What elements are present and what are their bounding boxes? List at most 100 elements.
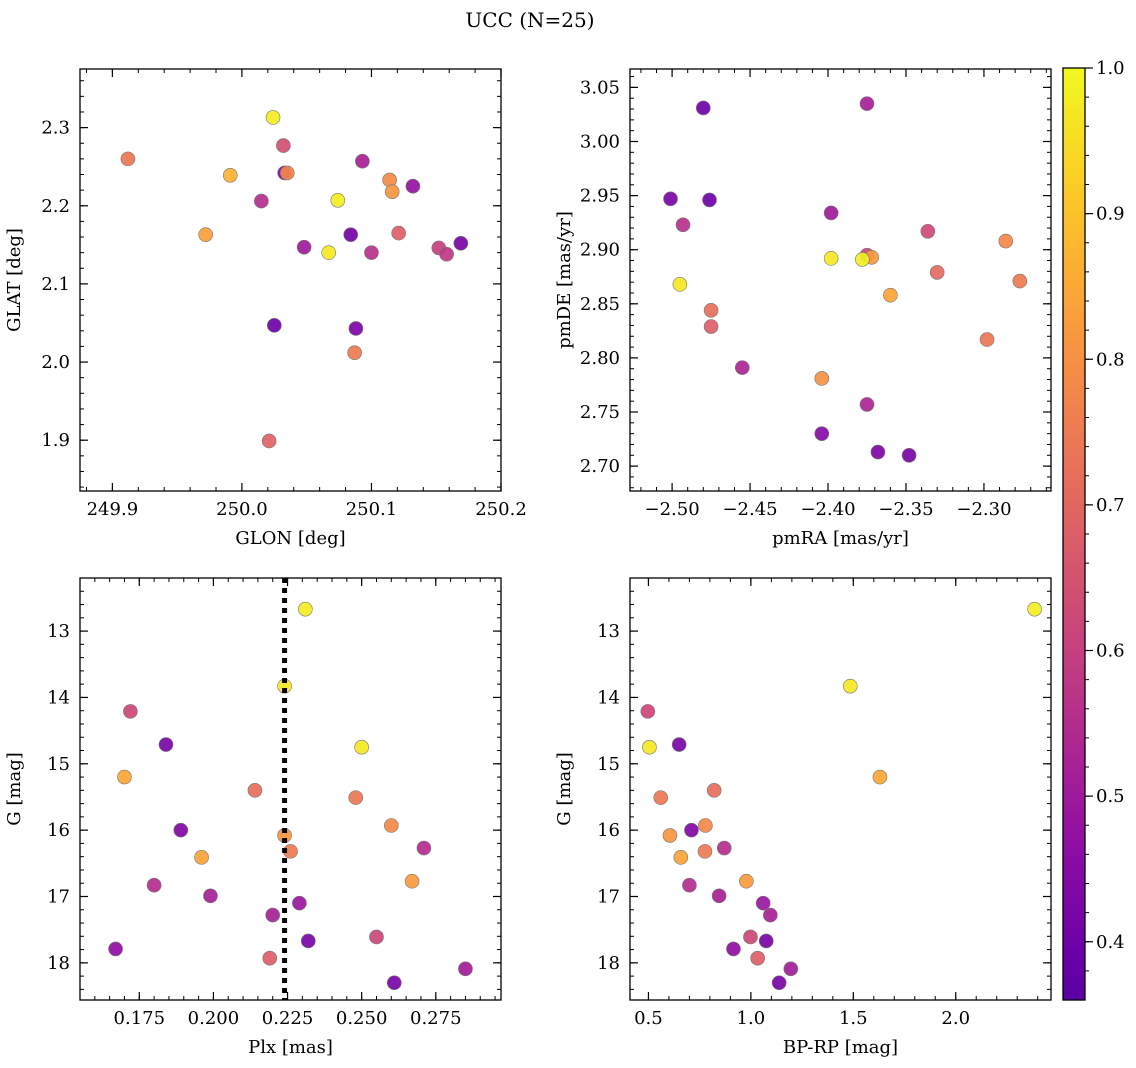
x-tick-label: 0.200 — [188, 1008, 240, 1029]
data-point — [706, 783, 722, 798]
data-point — [726, 941, 741, 957]
x-tick-label: −2.40 — [800, 499, 855, 520]
data-point — [194, 850, 209, 865]
data-point — [695, 100, 711, 116]
data-point — [158, 737, 174, 752]
plot-area — [640, 601, 1042, 991]
y-tick-label: 2.2 — [41, 196, 70, 217]
data-point — [453, 235, 469, 251]
data-point — [292, 895, 307, 911]
data-point — [439, 246, 454, 262]
data-point — [703, 302, 719, 318]
data-point — [1012, 273, 1028, 289]
y-axis-label: G [mag] — [554, 752, 575, 825]
data-point — [870, 444, 886, 460]
data-point — [698, 818, 713, 833]
x-tick-label: 0.250 — [336, 1008, 388, 1029]
figure-title: UCC (N=25) — [465, 8, 594, 32]
panel-pmra-pmde: −2.50 −2.45 −2.40 −2.35 −2.30 2.70 2.75 2.80 2.8… — [554, 68, 1052, 549]
y-axis-label: GLAT [deg] — [4, 228, 25, 332]
data-point — [108, 941, 123, 957]
x-axis-label: GLON [deg] — [235, 528, 345, 549]
data-point — [859, 96, 875, 111]
y-tick-label: 2.85 — [580, 294, 620, 315]
panel-bprp-g: 0.5 1.0 1.5 2.0 13 14 15 16 17 18 BP-RP [mag] G [ma… — [554, 577, 1052, 1058]
axes-frame — [629, 68, 1052, 492]
x-tick-label: −2.50 — [645, 499, 700, 520]
data-point — [823, 205, 839, 221]
x-tick-label: 250.1 — [346, 499, 398, 520]
data-point — [364, 245, 379, 260]
y-tick-label: 2.95 — [580, 186, 620, 207]
data-point — [771, 975, 787, 991]
data-point — [672, 277, 688, 292]
colorbar-tick-label: 0.9 — [1096, 204, 1125, 225]
y-axis-label: pmDE [mas/yr] — [554, 211, 575, 349]
x-tick-label: 250.2 — [475, 499, 527, 520]
data-point — [1027, 601, 1042, 617]
data-point — [458, 961, 473, 977]
data-point — [265, 907, 281, 923]
data-point — [642, 739, 657, 755]
data-point — [254, 193, 269, 209]
data-point — [384, 184, 400, 199]
data-point — [173, 822, 189, 838]
colorbar-gradient — [1063, 68, 1085, 1000]
colorbar-tick-label: 0.5 — [1096, 786, 1125, 807]
data-point — [369, 929, 384, 945]
y-tick-label: 14 — [47, 687, 70, 708]
axes-frame — [629, 577, 1052, 1001]
data-point — [998, 233, 1014, 249]
data-point — [261, 433, 277, 449]
data-point — [276, 138, 291, 153]
data-point — [123, 704, 138, 719]
y-tick-label: 2.70 — [580, 456, 620, 477]
data-point — [391, 225, 406, 241]
x-tick-label: −2.35 — [878, 499, 933, 520]
data-point — [675, 217, 691, 233]
y-tick-label: 16 — [47, 820, 70, 841]
y-tick-label: 2.90 — [580, 240, 620, 261]
data-point — [120, 151, 136, 167]
panel-glon-glat: 249.9 250.0 250.1 250.2 1.9 2.0 2.1 2.2 2.3 GLON … — [4, 68, 527, 549]
data-point — [203, 888, 218, 904]
data-point — [920, 224, 936, 239]
data-point — [671, 737, 687, 752]
data-point — [267, 318, 282, 333]
axes-frame — [79, 68, 502, 492]
y-tick-label: 17 — [47, 886, 70, 907]
data-point — [279, 165, 295, 181]
data-point — [734, 360, 750, 375]
data-point — [265, 110, 281, 125]
colorbar-tick-label: 1.0 — [1096, 58, 1125, 79]
colorbar-tick-label: 0.8 — [1096, 349, 1125, 370]
plot-area — [663, 96, 1028, 463]
data-point — [883, 287, 898, 303]
data-point — [716, 840, 732, 856]
plot-area — [120, 110, 469, 449]
minor-ticks — [630, 69, 1051, 491]
data-point — [682, 877, 697, 893]
data-point — [929, 265, 945, 280]
y-tick-label: 14 — [597, 687, 620, 708]
y-tick-label: 3.05 — [580, 77, 620, 98]
data-point — [814, 371, 830, 386]
data-point — [663, 191, 678, 207]
x-tick-label: 249.9 — [87, 499, 139, 520]
data-point — [783, 961, 799, 977]
colorbar-tick-label: 0.4 — [1096, 932, 1125, 953]
y-tick-label: 2.0 — [41, 352, 70, 373]
colorbar-tick-label: 0.6 — [1096, 641, 1125, 662]
x-tick-label: 1.0 — [737, 1008, 766, 1029]
data-point — [859, 397, 875, 412]
data-point — [262, 950, 278, 966]
y-tick-label: 2.3 — [41, 118, 70, 139]
data-point — [355, 153, 370, 169]
data-point — [855, 252, 870, 267]
data-point — [872, 769, 888, 785]
y-tick-label: 15 — [597, 754, 620, 775]
data-point — [702, 192, 717, 208]
y-tick-label: 18 — [47, 953, 70, 974]
data-point — [343, 227, 359, 242]
data-point — [416, 840, 432, 856]
